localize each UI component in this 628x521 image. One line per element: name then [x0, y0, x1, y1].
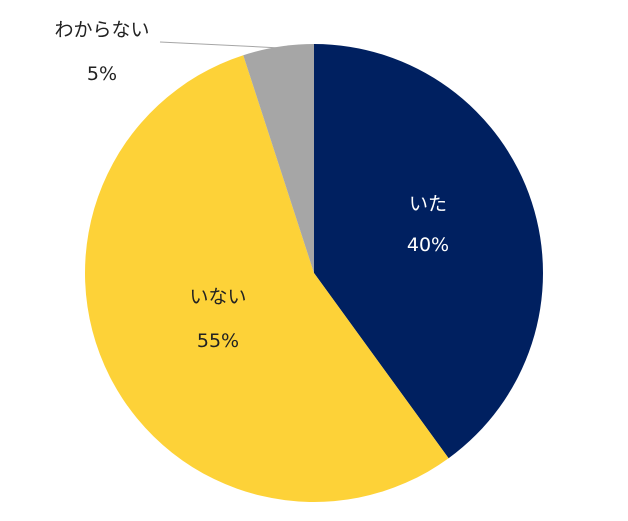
slice-value-wakaranai: 5%: [87, 63, 117, 85]
slice-value-inai: 55%: [197, 330, 239, 352]
pie-slice-ita: [314, 44, 543, 459]
pie-labels: いた 40% いない 55% わからない 5%: [54, 19, 449, 352]
slice-label-wakaranai: わからない: [54, 19, 149, 41]
leader-line-wakaranai: [159, 41, 279, 49]
pie-slice-wakaranai: [243, 44, 314, 273]
pie-slice-inai: [84, 55, 449, 502]
pie-slices: [84, 44, 543, 502]
slice-label-ita: いた: [409, 193, 447, 215]
slice-label-inai: いない: [189, 286, 246, 308]
slice-value-ita: 40%: [407, 234, 449, 256]
